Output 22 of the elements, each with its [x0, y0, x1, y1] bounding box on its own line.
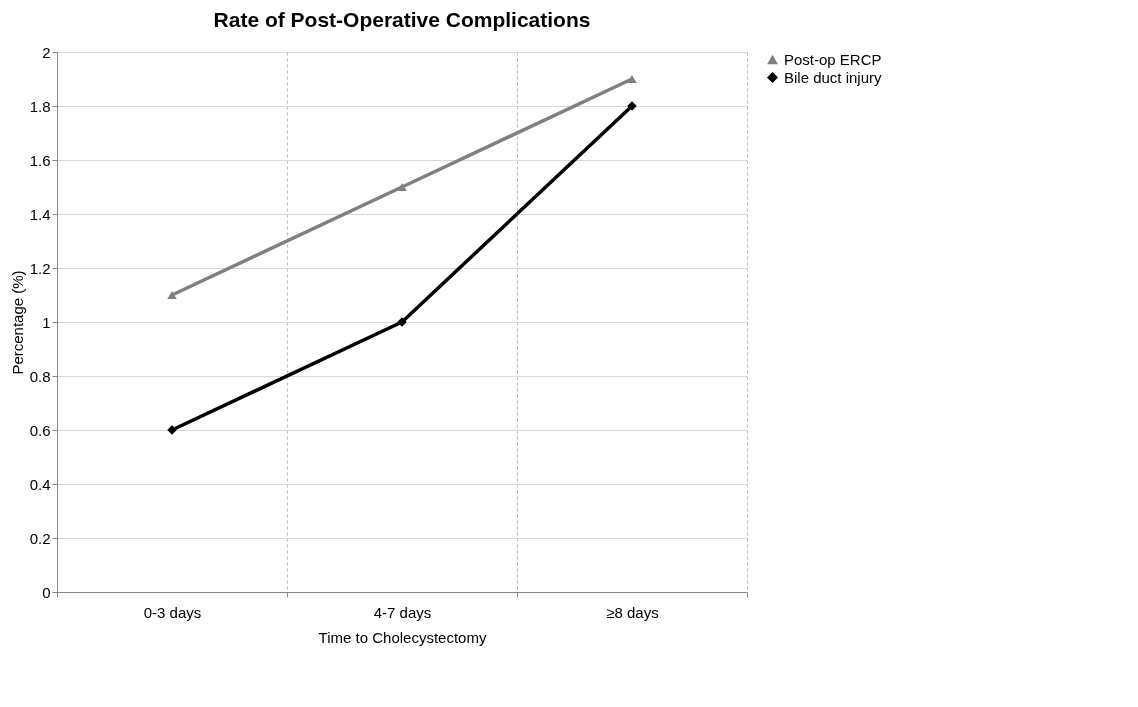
y-tick-label: 1.2 — [29, 259, 51, 277]
x-tick-label: 4-7 days — [373, 603, 432, 621]
x-tick-label: 0-3 days — [143, 603, 202, 621]
y-tick-label: 2 — [42, 43, 51, 61]
x-tick-label: ≥8 days — [606, 603, 659, 621]
y-axis-title: Percentage (%) — [8, 270, 26, 375]
x-axis-title: Time to Cholecystectomy — [318, 628, 487, 646]
y-tick-label: 0.6 — [29, 421, 51, 439]
point — [397, 182, 407, 192]
y-tick-label: 1.8 — [29, 97, 51, 115]
y-tick-label: 1.4 — [29, 205, 51, 223]
y-tick-label: 0.8 — [29, 367, 51, 385]
y-tick-label: 1 — [42, 313, 51, 331]
y-tick-label: 0.4 — [29, 475, 51, 493]
point — [167, 290, 177, 300]
point — [627, 74, 637, 84]
y-tick-label: 0 — [42, 583, 51, 601]
chart-title: Rate of Post-Operative Complications — [213, 8, 591, 31]
y-tick-label: 1.6 — [29, 151, 51, 169]
y-tick-label: 0.2 — [29, 529, 51, 547]
legend-label: Post-op ERCP — [784, 50, 882, 68]
legend-label: Bile duct injury — [784, 68, 883, 86]
